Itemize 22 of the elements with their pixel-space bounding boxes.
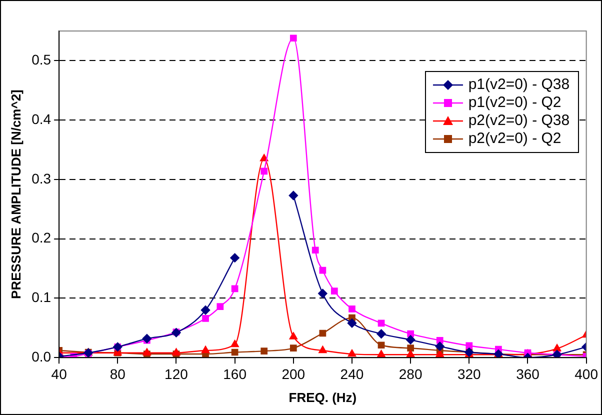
x-tick-label: 200 xyxy=(282,366,306,382)
y-tick-label: 0.0 xyxy=(32,348,52,364)
x-tick-label: 320 xyxy=(457,366,482,382)
x-tick-label: 40 xyxy=(51,366,68,382)
y-tick-label: 0.2 xyxy=(32,230,52,246)
y-axis-title: PRESSURE AMPLITUDE [N/cm^2] xyxy=(8,90,24,299)
y-tick-label: 0.4 xyxy=(32,110,52,127)
y-tick-label: 0.1 xyxy=(32,289,52,306)
legend-label: p1(v2=0) - Q38 xyxy=(468,76,570,94)
legend-label: p1(v2=0) - Q2 xyxy=(468,94,562,112)
y-tick-label: 0.3 xyxy=(32,170,52,186)
legend-label: p2(v2=0) - Q38 xyxy=(468,112,570,130)
x-axis-title: FREQ. (Hz) xyxy=(288,390,357,405)
x-tick-label: 120 xyxy=(164,366,188,382)
x-tick-label: 400 xyxy=(574,366,598,382)
x-tick-label: 360 xyxy=(516,366,540,382)
x-tick-label: 240 xyxy=(340,366,364,382)
x-tick-label: 80 xyxy=(110,366,126,382)
x-tick-label: 280 xyxy=(398,366,422,382)
x-tick-label: 160 xyxy=(223,366,247,382)
y-tick-label: 0.5 xyxy=(32,52,52,68)
legend-label: p2(v2=0) - Q2 xyxy=(468,130,562,148)
